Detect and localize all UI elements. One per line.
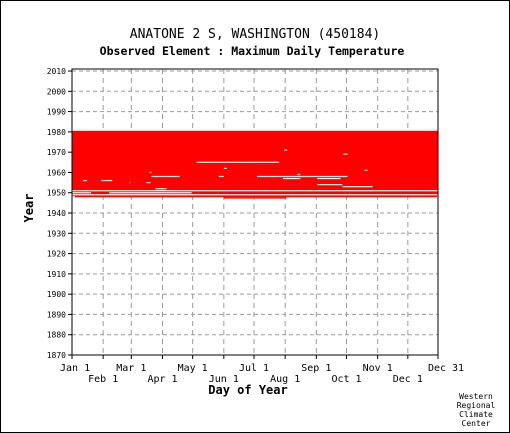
missing-gap-5	[317, 177, 341, 180]
x-axis: Jan 1 Mar 1 May 1 Jul 1 Sep 1 Nov 1 Dec 31 Feb …	[60, 355, 464, 385]
missing-gap-19	[343, 153, 348, 155]
y-tick-label-2000: 2000	[47, 87, 66, 96]
y-axis-label: Year	[22, 194, 36, 223]
credit-line-2: Regional	[457, 401, 496, 410]
missing-gap-6	[83, 179, 88, 182]
missing-gap-21	[223, 167, 227, 169]
y-tick-label-1900: 1900	[47, 290, 66, 299]
observed-data-block	[72, 130, 438, 198]
x-tick-label-top-1: Mar 1	[116, 363, 146, 374]
credit-line-4: Center	[462, 419, 491, 428]
missing-gap-10	[317, 184, 343, 186]
chart-title: ANATONE 2 S, WASHINGTON (450184)	[130, 27, 380, 42]
plot-border	[71, 68, 439, 356]
missing-gap-12	[155, 188, 167, 190]
y-tick-label-1970: 1970	[47, 148, 66, 157]
x-tick-label-top-2: May 1	[178, 363, 208, 374]
missing-gap-16	[72, 194, 438, 196]
x-tick-label-top-6: Dec 31	[428, 363, 464, 374]
x-tick-label-bottom-2: Jun 1	[209, 374, 239, 385]
missing-gap-2	[218, 175, 224, 178]
missing-gap-24	[297, 173, 301, 176]
x-tick-label-bottom-5: Dec 1	[393, 374, 423, 385]
missing-gap-17	[72, 196, 76, 198]
x-tick-label-top-0: Jan 1	[60, 363, 90, 374]
y-tick-label-2010: 2010	[47, 67, 66, 76]
y-axis: 2010 2000 1990 1980 1970 1960 1950 1940 1930 1920…	[47, 67, 72, 360]
x-tick-label-bottom-3: Aug 1	[270, 374, 300, 385]
x-tick-label-top-5: Nov 1	[363, 363, 393, 374]
missing-gap-1	[151, 175, 180, 178]
missing-gap-0	[196, 161, 280, 163]
missing-gap-23	[149, 171, 152, 174]
y-tick-label-1990: 1990	[47, 108, 66, 117]
x-tick-label-top-4: Sep 1	[301, 363, 331, 374]
y-tick-label-1950: 1950	[47, 189, 66, 198]
missing-gap-9	[146, 181, 151, 184]
y-tick-label-1960: 1960	[47, 168, 66, 177]
chart-subtitle: Observed Element : Maximum Daily Tempera…	[100, 44, 405, 58]
y-tick-label-1870: 1870	[47, 351, 66, 360]
missing-gap-15	[109, 192, 192, 194]
extra-observation-0	[223, 197, 287, 199]
missing-gap-13	[72, 190, 438, 192]
missing-gap-22	[364, 169, 368, 172]
x-tick-label-bottom-1: Apr 1	[147, 374, 177, 385]
plot-area	[71, 68, 439, 356]
x-tick-label-top-3: Jul 1	[239, 363, 269, 374]
y-tick-label-1890: 1890	[47, 310, 66, 319]
y-tick-label-1920: 1920	[47, 250, 66, 259]
x-axis-label: Day of Year	[208, 383, 287, 397]
x-tick-label-bottom-0: Feb 1	[88, 374, 118, 385]
y-tick-label-1880: 1880	[47, 331, 66, 340]
y-tick-label-1930: 1930	[47, 229, 66, 238]
y-tick-label-1940: 1940	[47, 209, 66, 218]
y-tick-label-1910: 1910	[47, 270, 66, 279]
missing-gap-20	[284, 149, 288, 151]
missing-gap-14	[72, 192, 92, 194]
credit-block: Western Regional Climate Center	[457, 392, 496, 428]
missing-gap-11	[342, 186, 373, 188]
missing-gap-3	[257, 175, 348, 178]
plot-background	[71, 68, 439, 356]
missing-gap-18	[436, 196, 438, 198]
missing-gap-4	[283, 177, 301, 180]
data-layer	[72, 130, 438, 199]
x-tick-label-bottom-4: Oct 1	[331, 374, 361, 385]
credit-line-1: Western	[459, 392, 493, 401]
missing-gap-8	[129, 181, 131, 184]
y-tick-label-1980: 1980	[47, 128, 66, 137]
missing-gap-7	[101, 179, 113, 182]
credit-line-3: Climate	[459, 410, 493, 419]
